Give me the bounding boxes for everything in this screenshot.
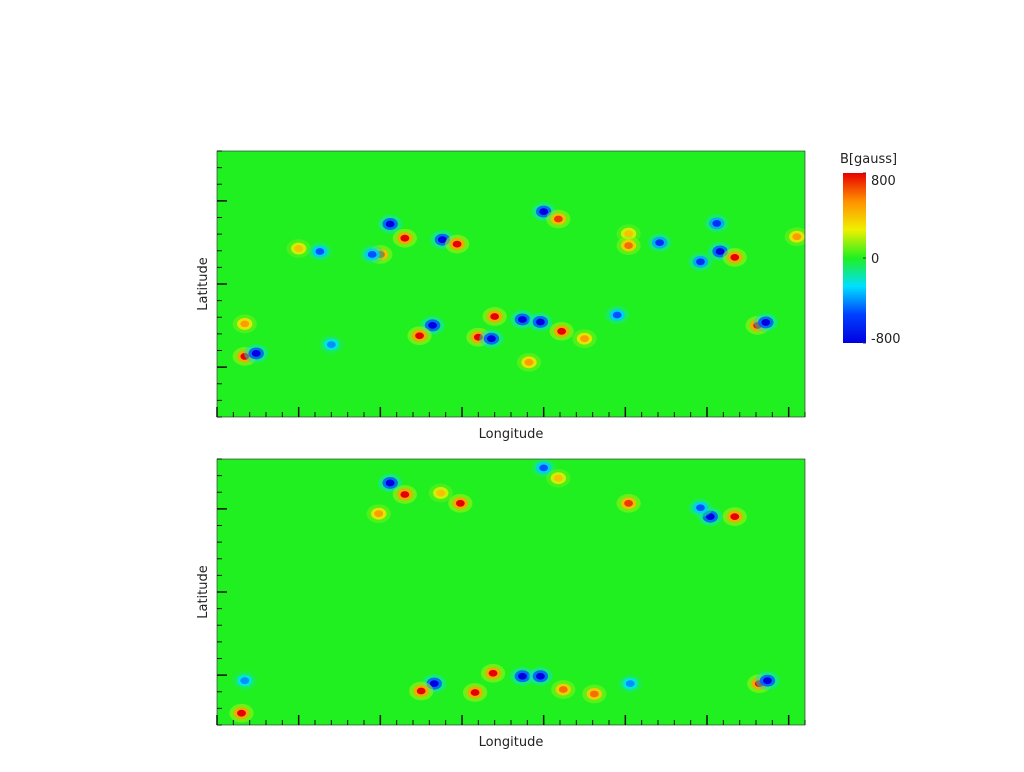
field-spot	[326, 341, 336, 348]
field-spot	[490, 313, 500, 320]
field-spot	[715, 248, 725, 255]
field-spot	[385, 220, 395, 228]
field-spot	[438, 236, 447, 244]
x-axis-label: Longitude	[479, 735, 544, 750]
field-spot	[624, 230, 633, 238]
field-spot	[612, 311, 622, 319]
field-spot	[429, 680, 439, 688]
colorbar-tick-label: -800	[871, 332, 901, 347]
field-spot	[294, 245, 304, 252]
field-spot	[428, 321, 437, 329]
spots	[229, 459, 780, 723]
field-spot	[470, 689, 480, 696]
y-axis-label: Latitude	[196, 257, 211, 311]
field-spot	[763, 677, 772, 685]
field-spot	[416, 687, 426, 695]
field-spot	[696, 258, 705, 266]
field-spot	[553, 474, 563, 482]
field-spot	[315, 248, 325, 255]
colorbar-tick-label: 0	[871, 252, 879, 267]
field-spot	[374, 510, 384, 518]
field-spot	[452, 240, 462, 248]
field-spot	[518, 672, 527, 680]
field-spot	[761, 319, 771, 326]
field-spot	[655, 239, 665, 247]
y-axis-label: Latitude	[196, 565, 211, 619]
field-spot	[624, 242, 633, 249]
map-background	[217, 151, 805, 417]
field-spot	[792, 233, 802, 241]
field-spot	[558, 686, 568, 693]
field-spot	[553, 215, 563, 223]
field-spot	[536, 318, 545, 326]
field-spot	[385, 479, 395, 487]
field-spot	[488, 669, 498, 677]
field-spot	[536, 672, 545, 680]
field-spot	[518, 316, 527, 323]
field-spot	[539, 208, 549, 215]
map-background	[217, 459, 805, 725]
field-spot	[557, 327, 567, 335]
field-spot	[240, 677, 250, 685]
field-spot	[625, 680, 635, 688]
field-spot	[400, 491, 410, 498]
field-spot	[539, 464, 549, 472]
colorbar	[843, 173, 866, 343]
field-spot	[580, 335, 589, 343]
field-spot	[415, 332, 424, 340]
spots	[232, 202, 805, 372]
field-spot	[696, 504, 705, 512]
field-spot	[240, 320, 250, 328]
field-spot	[524, 358, 534, 366]
colorbar-label: B[gauss]	[840, 152, 897, 167]
field-spot	[589, 690, 599, 698]
field-spot	[624, 499, 633, 507]
field-spot	[730, 254, 740, 261]
field-spot	[712, 220, 722, 227]
field-spot	[237, 709, 246, 717]
field-spot	[400, 234, 410, 242]
x-axis-label: Longitude	[479, 427, 544, 442]
colorbar-tick-label: 800	[871, 174, 896, 189]
field-spot	[367, 251, 377, 258]
field-spot	[730, 513, 740, 521]
field-spot	[251, 350, 261, 357]
field-spot	[436, 489, 446, 497]
field-spot	[487, 335, 496, 343]
field-spot	[455, 499, 465, 507]
